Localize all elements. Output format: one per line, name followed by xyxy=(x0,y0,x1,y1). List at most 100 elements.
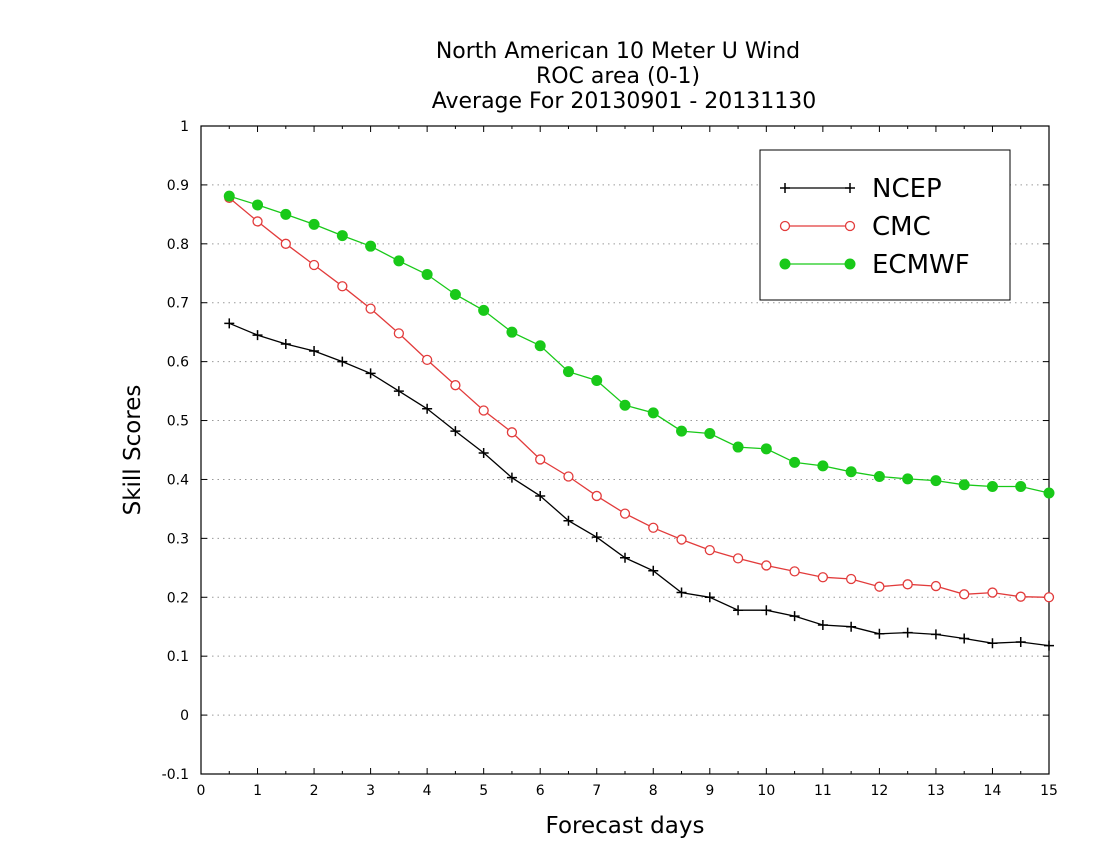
series-ecmwf xyxy=(223,190,1055,499)
data-point-ecmwf xyxy=(789,456,801,468)
data-point-cmc xyxy=(563,471,574,482)
data-point-cmc xyxy=(959,589,970,600)
chart-title: North American 10 Meter U Wind ROC area … xyxy=(432,39,817,114)
data-point-ncep xyxy=(393,386,404,397)
data-point-ncep xyxy=(959,633,970,644)
data-point-cmc xyxy=(337,281,348,292)
data-point-ecmwf xyxy=(958,479,970,491)
x-tick-label: 14 xyxy=(984,783,1002,799)
legend-marker-ncep xyxy=(780,183,790,193)
legend-marker-ecmwf xyxy=(844,258,856,270)
data-point-ncep xyxy=(789,611,800,622)
data-point-cmc xyxy=(761,560,772,571)
y-axis-label: Skill Scores xyxy=(120,385,146,516)
data-point-cmc xyxy=(591,490,602,502)
y-tick-label: 0 xyxy=(180,708,189,724)
data-point-ncep xyxy=(563,515,574,526)
x-tick-label: 13 xyxy=(927,783,945,799)
series-line-ncep xyxy=(229,322,1050,647)
data-point-ncep xyxy=(422,403,433,414)
data-point-cmc xyxy=(648,522,659,533)
legend-marker-ecmwf xyxy=(779,258,791,270)
data-point-cmc xyxy=(1043,592,1055,603)
data-point-ecmwf xyxy=(308,218,320,230)
data-point-ncep xyxy=(761,605,772,616)
data-point-cmc xyxy=(874,581,885,592)
data-point-cmc xyxy=(619,508,631,519)
data-point-ecmwf xyxy=(845,466,857,478)
x-tick-label: 6 xyxy=(536,783,545,799)
data-point-ecmwf xyxy=(902,473,914,485)
data-point-cmc xyxy=(987,587,998,598)
x-tick-label: 4 xyxy=(423,783,432,799)
data-point-ecmwf xyxy=(336,230,348,242)
x-axis-label: Forecast days xyxy=(546,813,705,839)
legend-label-ecmwf: ECMWF xyxy=(872,250,970,280)
x-tick-label: 11 xyxy=(814,783,832,799)
data-point-ncep xyxy=(478,447,489,458)
legend-marker-cmc xyxy=(779,220,791,232)
data-point-cmc xyxy=(789,566,800,577)
data-point-cmc xyxy=(450,380,461,391)
data-point-ecmwf xyxy=(506,326,518,338)
data-point-ncep xyxy=(620,552,630,563)
x-tick-label: 0 xyxy=(197,783,206,799)
x-tick-label: 10 xyxy=(757,783,775,799)
data-point-ecmwf xyxy=(619,399,631,411)
data-point-cmc xyxy=(308,259,320,271)
data-point-ecmwf xyxy=(252,199,264,211)
y-tick-label: 0.8 xyxy=(167,237,189,253)
data-point-cmc xyxy=(845,573,857,585)
data-point-ncep xyxy=(676,587,687,598)
data-point-ncep xyxy=(337,356,348,367)
data-point-ncep xyxy=(846,621,857,632)
data-point-ecmwf xyxy=(534,340,546,352)
data-point-ecmwf xyxy=(393,255,405,267)
data-point-ecmwf xyxy=(732,441,744,453)
y-tick-label: 0.2 xyxy=(167,590,189,606)
title-line-1: North American 10 Meter U Wind xyxy=(436,39,800,64)
data-point-ecmwf xyxy=(1043,487,1055,499)
data-point-ncep xyxy=(987,638,998,649)
data-point-cmc xyxy=(252,216,263,227)
x-tick-label: 5 xyxy=(479,783,488,799)
data-point-ncep xyxy=(1015,637,1026,648)
data-point-cmc xyxy=(732,553,744,564)
data-point-cmc xyxy=(393,328,405,339)
data-point-ecmwf xyxy=(591,374,603,386)
legend-marker-cmc xyxy=(844,220,856,232)
data-point-ncep xyxy=(450,426,461,437)
data-point-cmc xyxy=(1015,591,1026,602)
data-point-ecmwf xyxy=(478,304,490,316)
data-point-ncep xyxy=(252,330,263,341)
legend-label-cmc: CMC xyxy=(872,212,931,242)
data-point-ncep xyxy=(733,605,744,616)
data-point-cmc xyxy=(478,405,489,416)
data-point-ncep xyxy=(506,472,517,483)
y-tick-label: 0.3 xyxy=(167,531,189,547)
data-point-ecmwf xyxy=(704,428,716,440)
data-point-ecmwf xyxy=(817,460,829,472)
legend: NCEP CMC ECMWF xyxy=(759,149,1011,301)
legend-marker-ncep xyxy=(845,183,855,193)
data-point-ncep xyxy=(224,318,235,329)
data-point-ncep xyxy=(365,368,376,379)
data-point-cmc xyxy=(704,544,715,556)
x-tick-label: 9 xyxy=(705,783,714,799)
x-tick-label: 15 xyxy=(1040,783,1058,799)
data-point-cmc xyxy=(930,580,942,592)
y-tick-label: 0.6 xyxy=(167,355,189,371)
x-tick-label: 2 xyxy=(310,783,319,799)
y-tick-label: 0.4 xyxy=(167,472,189,488)
legend-box xyxy=(759,149,1011,301)
data-point-ncep xyxy=(930,629,941,640)
data-point-ecmwf xyxy=(1015,481,1027,493)
data-point-ecmwf xyxy=(562,366,574,378)
data-point-ecmwf xyxy=(223,190,235,202)
data-point-ncep xyxy=(591,532,602,543)
data-point-ecmwf xyxy=(986,481,998,493)
y-tick-label: 1 xyxy=(180,119,189,135)
series-cmc xyxy=(224,192,1055,603)
data-point-ecmwf xyxy=(760,443,772,455)
